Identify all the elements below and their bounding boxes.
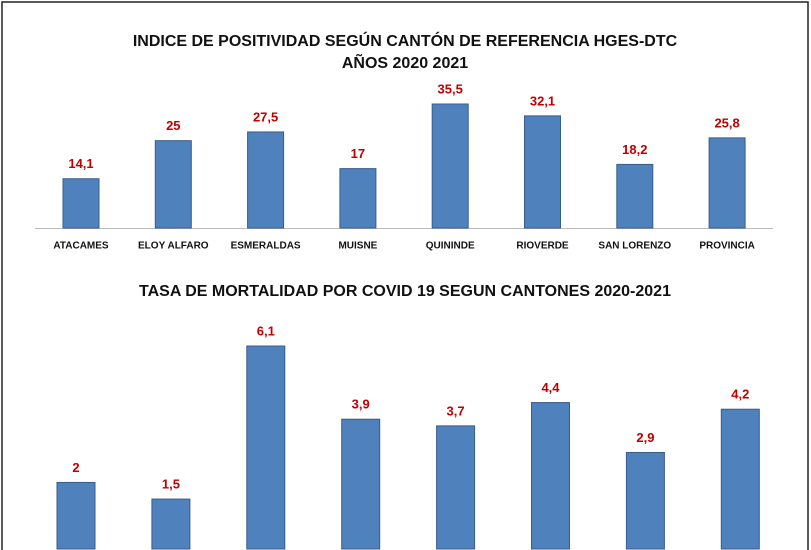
bar xyxy=(62,178,100,229)
x-tick-label: SAN LORENZO xyxy=(598,241,671,252)
data-label: 35,5 xyxy=(438,81,463,96)
bar xyxy=(339,168,377,229)
x-tick-label: RIOVERDE xyxy=(516,241,569,252)
bar xyxy=(524,115,561,229)
x-tick-label: ELOY ALFARO xyxy=(138,241,209,252)
data-label: 3,9 xyxy=(352,397,370,412)
data-label: 14,1 xyxy=(68,156,93,171)
x-tick-label: ESMERALDAS xyxy=(231,241,301,252)
data-label: 4,2 xyxy=(731,387,749,402)
bar xyxy=(247,131,285,229)
bar xyxy=(616,163,654,229)
bar xyxy=(154,140,192,229)
bar xyxy=(151,498,191,550)
data-label: 3,7 xyxy=(447,403,465,418)
bar xyxy=(431,103,469,229)
chart-title: TASA DE MORTALIDAD POR COVID 19 SEGUN CA… xyxy=(139,283,671,300)
bar xyxy=(531,402,570,550)
chart-title: INDICE DE POSITIVIDAD SEGÚN CANTÓN DE RE… xyxy=(133,31,678,50)
data-label: 6,1 xyxy=(257,323,275,338)
data-label: 32,1 xyxy=(530,93,555,108)
chart-subtitle: AÑOS 2020 2021 xyxy=(342,52,468,72)
x-tick-label: MUISNE xyxy=(338,241,377,252)
data-label: 1,5 xyxy=(162,477,180,492)
x-tick-label: PROVINCIA xyxy=(699,241,755,252)
bar xyxy=(720,408,760,550)
data-label: 17 xyxy=(351,146,365,161)
bar xyxy=(56,481,96,550)
bar xyxy=(341,418,381,550)
data-label: 25 xyxy=(166,118,180,133)
x-tick-label: ATACAMES xyxy=(53,241,109,252)
x-tick-label: QUININDE xyxy=(426,241,475,252)
data-label: 2,9 xyxy=(636,430,654,445)
data-label: 27,5 xyxy=(253,109,278,124)
data-label: 4,4 xyxy=(541,380,560,395)
data-label: 2 xyxy=(72,460,79,475)
bar xyxy=(625,451,665,550)
bar xyxy=(246,345,286,550)
bar xyxy=(436,425,476,550)
data-label: 18,2 xyxy=(622,142,647,157)
bar xyxy=(708,137,746,229)
data-label: 25,8 xyxy=(714,115,739,130)
